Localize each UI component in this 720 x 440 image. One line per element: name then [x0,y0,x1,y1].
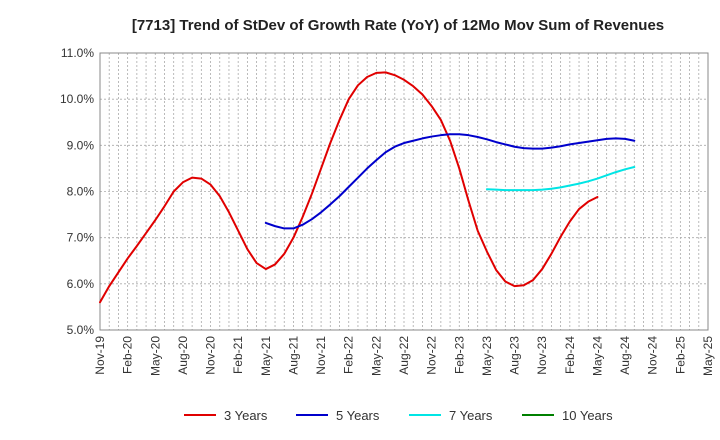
x-tick-label: May-21 [259,336,273,376]
legend: 3 Years 5 Years 7 Years 10 Years [184,408,613,423]
x-tick-label: Aug-24 [618,336,632,375]
legend-label-10-years: 10 Years [562,408,613,423]
x-tick-label: May-20 [148,336,162,376]
x-tick-label: Aug-21 [286,336,300,375]
y-axis: 5.0% 6.0% 7.0% 8.0% 9.0% 10.0% 11.0% [60,46,94,337]
y-tick-label: 11.0% [61,46,94,60]
x-tick-label: Nov-23 [535,336,549,375]
x-tick-label: Nov-22 [425,336,439,375]
y-tick-label: 5.0% [67,323,95,337]
x-tick-label: Aug-23 [508,336,522,375]
x-tick-label: Feb-25 [673,336,687,374]
x-tick-label: Nov-20 [204,336,218,375]
x-tick-label: Feb-24 [563,336,577,374]
x-tick-label: Aug-20 [176,336,190,375]
x-tick-label: Feb-22 [342,336,356,374]
series-line-3-years [99,71,599,304]
legend-label-5-years: 5 Years [336,408,380,423]
x-tick-label: May-23 [480,336,494,376]
grid [100,53,708,330]
x-tick-label: Nov-21 [314,336,328,375]
x-tick-label: May-25 [701,336,715,376]
series-line-5-years [264,133,636,230]
chart-title: [7713] Trend of StDev of Growth Rate (Yo… [132,17,664,34]
y-tick-label: 9.0% [67,138,95,152]
y-tick-label: 7.0% [67,231,95,245]
y-tick-label: 6.0% [67,277,95,291]
legend-label-7-years: 7 Years [449,408,493,423]
y-tick-label: 10.0% [60,92,94,106]
x-tick-label: Nov-24 [646,336,660,375]
x-tick-label: May-24 [590,336,604,376]
series-group [99,71,636,304]
x-tick-label: Feb-21 [231,336,245,374]
x-tick-label: Feb-23 [452,336,466,374]
x-tick-label: May-22 [369,336,383,376]
y-tick-label: 8.0% [67,185,95,199]
legend-label-3-years: 3 Years [224,408,268,423]
series-line-7-years [485,166,636,192]
x-tick-label: Aug-22 [397,336,411,375]
x-tick-label: Nov-19 [93,336,107,375]
x-tick-label: Feb-20 [121,336,135,374]
plot-area [99,52,709,331]
x-axis: Nov-19 Feb-20 May-20 Aug-20 Nov-20 Feb-21 May-… [93,336,715,376]
